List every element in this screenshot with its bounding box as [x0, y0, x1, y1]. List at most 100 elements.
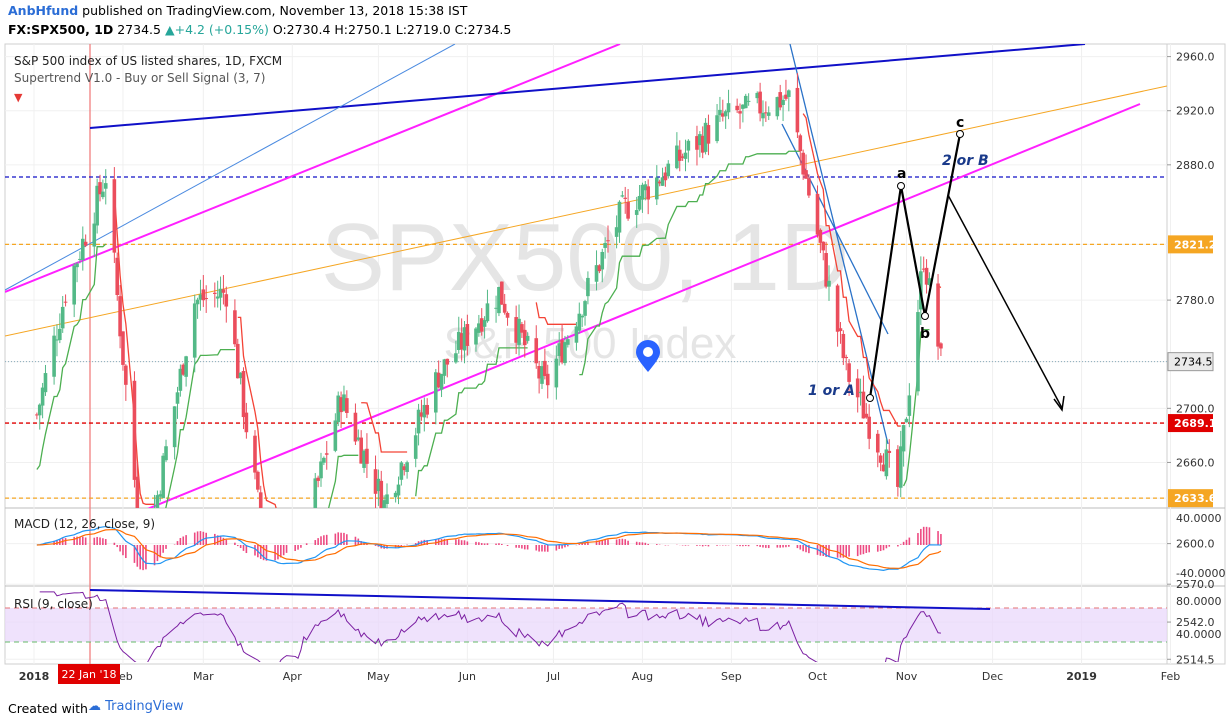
candle-body — [824, 253, 828, 287]
candle-body — [580, 315, 584, 318]
candle-body — [445, 358, 450, 365]
tradingview-brand[interactable]: ☁ TradingView — [88, 699, 184, 714]
candle-body — [83, 241, 88, 246]
arrow-head-icon — [1053, 395, 1065, 412]
candle-body — [233, 310, 237, 345]
projection-arrow-line[interactable] — [947, 194, 1063, 409]
candle-body — [698, 134, 702, 146]
rsi-trendline[interactable] — [89, 589, 991, 610]
candle-body — [213, 292, 217, 294]
candle-body — [657, 181, 662, 184]
falling-channel-lower[interactable] — [781, 123, 889, 335]
price-tick-label: 2600.0 — [1176, 538, 1215, 551]
wave-label-b: b — [920, 326, 930, 342]
wave-label-2-or-b: 2 or B — [942, 153, 989, 169]
candle-body — [715, 115, 719, 142]
candle-body — [835, 285, 840, 332]
up-arrow-icon: ▲ — [164, 22, 175, 37]
candle-body — [718, 109, 722, 116]
candle-body — [766, 112, 771, 116]
price-tick-label: 2514.5 — [1176, 653, 1215, 666]
candle-body — [784, 94, 788, 99]
candle-body — [55, 339, 59, 341]
candle-body — [502, 303, 507, 313]
candle-body — [683, 152, 688, 159]
candle-body — [537, 365, 541, 379]
wave-path[interactable] — [868, 133, 962, 399]
wave-point-c[interactable] — [956, 130, 964, 138]
candle-body — [878, 455, 883, 463]
candle-body — [124, 365, 128, 385]
candle-body — [258, 492, 263, 508]
candle-body — [382, 500, 386, 508]
candle-body — [132, 380, 137, 480]
time-tick-label: Aug — [632, 670, 653, 683]
candle-body — [305, 521, 309, 532]
candle-body — [178, 368, 183, 391]
candlestick-series — [35, 73, 943, 578]
price-axis[interactable]: 2960.0 2920.0 2880.0 2821.2 2780.0 2734.5 2700… — [1167, 51, 1217, 667]
candle-body — [373, 469, 378, 494]
candle-body — [75, 263, 79, 268]
candle-body — [738, 111, 742, 114]
wave-projection[interactable] — [866, 130, 1065, 412]
thin-blue-trendline[interactable] — [5, 44, 456, 291]
channel-lower-trendline[interactable] — [140, 103, 1141, 512]
candle-body — [158, 494, 163, 497]
trendlines[interactable] — [5, 44, 1167, 512]
macd-label: MACD (12, 26, close, 9) — [14, 517, 155, 531]
candle-body — [646, 186, 650, 200]
candle-body — [801, 152, 805, 175]
channel-upper-trendline[interactable] — [5, 44, 621, 293]
candle-body — [540, 366, 544, 384]
time-tick-label: May — [367, 670, 390, 683]
candle-body — [798, 135, 803, 152]
candle-body — [864, 413, 869, 418]
candle-body — [617, 201, 622, 233]
candle-body — [405, 462, 409, 472]
upper-resistance-trendline[interactable] — [89, 44, 1086, 129]
time-tick-label: 2018 — [19, 670, 50, 683]
candle-body — [735, 105, 739, 111]
author-link[interactable]: AnbHfund — [8, 3, 79, 18]
wave-point-b[interactable] — [921, 312, 929, 320]
price-level-badge — [1168, 414, 1213, 433]
candle-body — [135, 476, 140, 508]
cloud-logo-icon: ☁ — [88, 699, 101, 714]
candle-body — [365, 448, 369, 464]
price-tick-label: 2960.0 — [1176, 51, 1215, 64]
candle-body — [95, 185, 99, 226]
supertrend-down-line — [113, 113, 942, 508]
price-change: +4.2 (+0.15%) — [174, 22, 269, 37]
price-tick-label: 2542.0 — [1176, 616, 1215, 629]
candle-body — [224, 294, 229, 307]
candle-body — [566, 339, 570, 345]
wave-point-a[interactable] — [897, 182, 905, 190]
candle-body — [858, 391, 863, 394]
publish-line: AnbHfund published on TradingView.com, N… — [8, 3, 467, 18]
falling-channel-upper[interactable] — [789, 44, 889, 445]
candle-body — [577, 313, 582, 331]
wave-point-1[interactable] — [866, 394, 874, 402]
candle-body — [279, 563, 283, 578]
time-tick-label: Dec — [982, 670, 1003, 683]
candle-body — [746, 100, 751, 102]
candle-body — [439, 373, 444, 390]
candle-body — [841, 333, 846, 359]
price-tick-label: 2700.0 — [1176, 402, 1215, 415]
candle-body — [583, 301, 587, 316]
candle-body — [101, 191, 105, 198]
candle-body — [898, 446, 903, 488]
candle-body — [640, 184, 645, 200]
candle-body — [155, 495, 160, 508]
candle-body — [637, 195, 642, 210]
candle-body — [103, 183, 108, 189]
candle-body — [454, 353, 458, 363]
time-axis[interactable]: 2018 Feb Mar Apr May Jun Jul Aug Sep Oct Nov Dec 201… — [19, 670, 1181, 683]
orange-trendline[interactable] — [5, 85, 1167, 337]
candle-body — [201, 289, 206, 301]
candle-body — [456, 331, 461, 351]
candle-body — [416, 409, 421, 434]
chart-canvas[interactable]: SPX500, 1D S&P 500 Index 1 or A a b 2 o — [0, 0, 1230, 696]
candle-body — [485, 303, 490, 322]
